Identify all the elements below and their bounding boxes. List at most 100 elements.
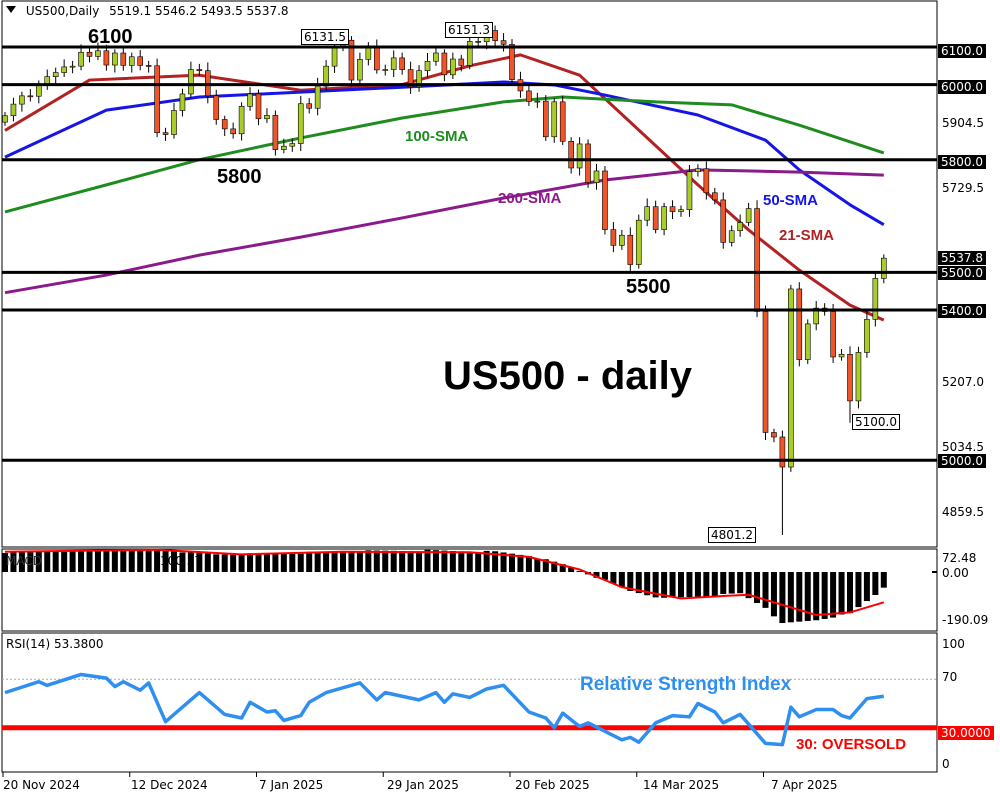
rsi-tick: 100 [942,637,965,651]
date-tick: 20 Feb 2025 [515,778,590,792]
macd-histogram-bar [289,553,296,572]
candle-body [373,46,380,71]
macd-histogram-bar [365,550,372,572]
macd-histogram-bar [644,572,651,596]
candle-body [196,69,203,71]
candle-body [188,69,194,95]
macd-histogram-bar [542,559,549,572]
candle-body [551,101,558,138]
price-box-5500: 5500.0 [938,266,986,280]
candle-body [272,115,279,150]
candle-body [424,60,431,71]
rsi-tick: 70 [942,670,958,684]
level-label-6100: 6100 [88,26,133,48]
candle-body [762,311,769,433]
macd-histogram-bar [610,572,617,584]
date-tick: 7 Apr 2025 [771,778,838,792]
macd-histogram-bar [280,553,287,572]
candle-body [306,103,313,109]
candle-body [230,128,236,135]
candle-body [509,44,515,80]
macd-histogram-bar [593,572,600,578]
candle-body [610,229,617,246]
sma-line-21-sma [4,53,885,322]
candle-body [382,69,389,71]
price-box-5800: 5800.0 [938,155,986,169]
macd-histogram-bar [483,550,490,572]
candle-body [619,234,625,246]
macd-histogram-bar [399,551,406,572]
candle-body [10,103,17,117]
macd-histogram-bar [373,550,380,572]
macd-histogram-bar [196,552,203,572]
macd-histogram-bar [272,553,279,572]
candle-body [365,46,372,60]
candle-body [669,206,676,212]
macd-histogram-bar [35,551,42,572]
macd-histogram-bar [238,554,245,572]
triangle-down-icon[interactable] [6,6,16,13]
macd-histogram-bar [407,551,414,572]
macd-histogram-bar [356,551,363,572]
macd-title: MACD [6,554,42,568]
candle-body [221,119,228,130]
date-tick: 29 Jan 2025 [387,778,459,792]
macd-tick: 0.00 [942,566,969,580]
candle-body [737,222,743,232]
macd-histogram-bar [204,553,211,572]
candle-body [238,106,245,135]
macd-histogram-bar [737,572,744,594]
macd-histogram-bar [720,572,727,594]
candle-body [779,436,786,468]
macd-histogram-bar [509,553,515,572]
candle-body [213,95,220,120]
macd-histogram-bar [813,572,820,621]
macd-histogram-bar [162,550,169,572]
rsi-label: RSI(14) 53.3800 [6,637,104,651]
macd-histogram-bar [517,554,524,572]
sma200-label: 200-SMA [498,190,562,207]
candle-body [635,219,642,265]
macd-histogram-bar [416,551,423,572]
macd-histogram-bar [779,572,786,624]
oversold-label: 30: OVERSOLD [796,736,907,753]
rsi-line [4,672,885,747]
macd-histogram-bar [635,572,642,594]
sma21-label: 21-SMA [779,227,835,244]
ohlc-values: 5519.1 5546.2 5493.5 5537.8 [109,4,289,18]
macd-histogram-bar [263,553,270,572]
macd-histogram-bar [120,550,127,572]
chart-title: US500 - daily [443,354,693,398]
candle-body [433,52,439,62]
candle-body [348,39,355,81]
macd-histogram-bar [128,549,135,572]
candle-body [576,143,583,169]
candle-body [314,85,321,109]
candle-body [390,57,397,70]
macd-histogram-bar [525,556,532,572]
sma-line-200-sma [4,168,884,295]
candle-body [534,100,541,103]
macd-histogram-bar [340,551,346,572]
macd-histogram-bar [103,550,110,572]
price-label-4801: 4801.2 [708,527,756,543]
candle-body [95,50,101,57]
macd-histogram-bar [475,552,482,572]
macd-histogram-bar [745,572,752,599]
date-tick: 14 Mar 2025 [643,778,720,792]
candle-body [162,132,169,135]
macd-histogram-bar [137,549,144,572]
price-label-6131: 6131.5 [301,29,349,45]
candle-body [686,171,693,210]
current-price-box: 5537.8 [938,251,986,265]
candle-body [872,278,879,320]
candle-body [112,52,118,66]
rsi-pane-frame [1,632,938,773]
candle-body [568,141,574,169]
price-box-5000: 5000.0 [938,454,986,468]
macd-histogram-bar [754,572,761,603]
macd-histogram-bar [382,550,389,572]
macd-histogram-bar [154,549,161,572]
candle-body [128,56,135,66]
macd-histogram-bar [601,572,608,580]
